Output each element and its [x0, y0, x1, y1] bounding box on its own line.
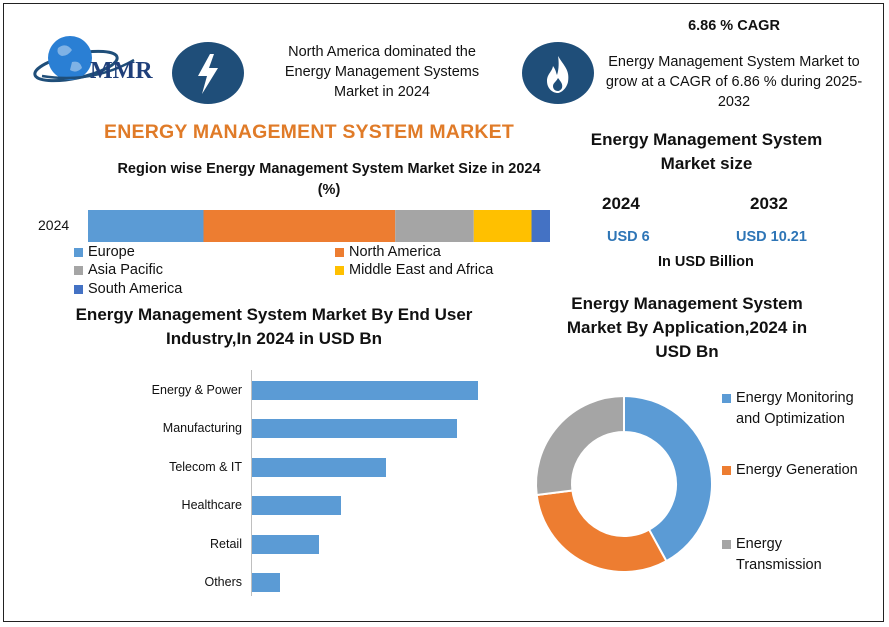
lightning-bolt-icon — [198, 54, 218, 94]
region-stacked-bar-chart — [88, 210, 550, 242]
market-size-title: Energy Management System Market size — [590, 130, 823, 173]
legend-mea: Middle East and Africa — [335, 262, 493, 278]
region-segment-south-america — [531, 210, 550, 242]
end-user-bar — [252, 573, 280, 592]
end-user-chart-title: Energy Management System Market By End U… — [75, 305, 473, 348]
headline-text: North America dominated the Energy Manag… — [284, 44, 480, 100]
region-segment-north-america — [203, 210, 396, 242]
main-title: ENERGY MANAGEMENT SYSTEM MARKET — [104, 121, 514, 143]
legend-label: Energy Transmission — [736, 536, 822, 573]
doughnut-slice-energy-generation — [535, 489, 668, 573]
legend-swatch — [74, 284, 83, 294]
legend-south-america: South America — [74, 281, 182, 297]
legend-energy-monitoring: Energy Monitoring and Optimization — [722, 388, 872, 430]
region-segment-asia-pacific — [395, 210, 474, 242]
region-segment-europe — [88, 210, 204, 242]
legend-label: Europe — [88, 244, 135, 260]
legend-label: Energy Monitoring and Optimization — [736, 390, 854, 427]
end-user-tick-label: Healthcare — [181, 498, 242, 513]
end-user-tick-label: Telecom & IT — [169, 459, 242, 474]
end-user-bar — [252, 496, 342, 516]
end-user-tick-label: Retail — [210, 536, 242, 551]
region-axis-label: 2024 — [38, 217, 70, 233]
legend-swatch — [722, 466, 731, 475]
legend-label: North America — [349, 244, 441, 260]
logo-text: MMR — [90, 58, 153, 84]
market-size-year-2032: 2032 — [750, 194, 788, 213]
application-chart-title: Energy Management System Market By Appli… — [566, 294, 808, 361]
market-size-value-2032: USD 10.21 — [736, 229, 807, 245]
end-user-bar — [252, 381, 478, 400]
legend-asia-pacific: Asia Pacific — [74, 262, 163, 278]
legend-north-america: North America — [335, 244, 441, 260]
legend-swatch — [74, 247, 83, 257]
infographic-frame: MMR North America dominated the Energy M… — [3, 3, 884, 622]
legend-swatch — [722, 394, 731, 403]
end-user-tick-label: Others — [204, 575, 242, 589]
market-size-year-2024: 2024 — [602, 194, 640, 213]
legend-energy-generation: Energy Generation — [722, 460, 872, 481]
end-user-bar — [252, 457, 386, 477]
cagr-title: 6.86 % CAGR — [688, 18, 780, 34]
end-user-bar — [252, 534, 319, 554]
globe-icon — [33, 36, 135, 83]
region-segment-middle-east-and-africa — [473, 210, 532, 242]
legend-energy-transmission: Energy Transmission — [722, 534, 832, 576]
flame-icon-circle — [522, 42, 594, 104]
legend-swatch — [722, 540, 731, 549]
application-doughnut-chart — [535, 394, 713, 573]
flame-icon — [547, 56, 569, 93]
logo: MMR — [32, 28, 172, 94]
doughnut-slice-energy-monitoring-and-optimization — [623, 394, 713, 563]
legend-swatch — [74, 265, 83, 275]
legend-label: South America — [88, 281, 183, 297]
end-user-bar — [252, 419, 458, 439]
market-size-unit: In USD Billion — [658, 254, 754, 270]
market-size-value-2024: USD 6 — [607, 229, 650, 245]
legend-label: Middle East and Africa — [349, 262, 494, 278]
legend-label: Energy Generation — [736, 462, 858, 478]
legend-label: Asia Pacific — [88, 262, 163, 278]
doughnut-slice-energy-transmission — [535, 394, 625, 497]
legend-europe: Europe — [74, 244, 135, 260]
legend-swatch — [335, 247, 344, 257]
region-chart-title: Region wise Energy Management System Mar… — [117, 161, 541, 198]
end-user-tick-label: Manufacturing — [162, 421, 242, 436]
cagr-text: Energy Management System Market to grow … — [605, 54, 863, 110]
lightning-icon-circle — [172, 42, 244, 104]
end-user-axis-line — [251, 370, 252, 596]
end-user-tick-label: Energy & Power — [151, 383, 242, 397]
legend-swatch — [335, 265, 344, 275]
